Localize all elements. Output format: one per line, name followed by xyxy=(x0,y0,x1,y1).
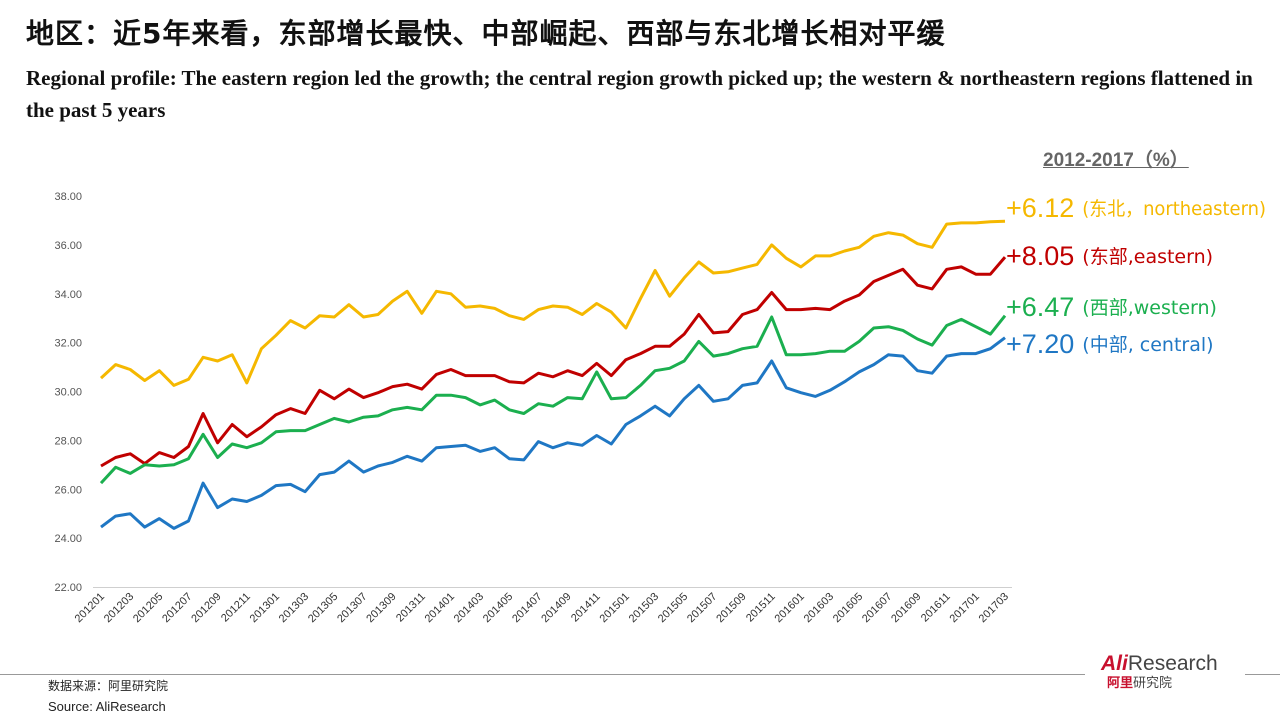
y-tick-label: 22.00 xyxy=(54,582,82,594)
series-label-western: (西部,western) xyxy=(1082,297,1217,319)
x-tick-label: 201307 xyxy=(335,591,369,625)
page-subtitle: Regional profile: The eastern region led… xyxy=(26,66,1253,122)
aliresearch-logo: AliResearch 阿里研究院 xyxy=(1101,652,1241,697)
y-tick-label: 30.00 xyxy=(54,387,82,399)
x-tick-label: 201501 xyxy=(598,591,632,625)
x-tick-label: 201203 xyxy=(102,591,136,625)
x-tick-label: 201609 xyxy=(889,591,923,625)
x-tick-label: 201207 xyxy=(160,591,194,625)
series-end-labels: +6.12 (东北，northeastern) +8.05 (东部,eastern) +… xyxy=(1006,193,1266,359)
line-chart: 22.00 24.00 26.00 28.00 30.00 32.00 34.00 36.00… xyxy=(54,191,1266,625)
series-value-western: +6.47 xyxy=(1006,292,1074,322)
x-tick-label: 201209 xyxy=(189,591,223,625)
x-tick-label: 201309 xyxy=(364,591,398,625)
x-tick-label: 201211 xyxy=(219,591,253,625)
series-line-northeastern xyxy=(99,219,1006,387)
x-tick-label: 201503 xyxy=(627,591,661,625)
logo-ali: Ali xyxy=(1101,652,1128,675)
x-axis: 2012012012032012052012072012092012112013… xyxy=(73,587,1012,625)
x-tick-label: 201409 xyxy=(539,591,573,625)
x-tick-label: 201703 xyxy=(977,591,1011,625)
series-line-eastern xyxy=(100,256,1007,468)
y-tick-label: 34.00 xyxy=(54,289,82,301)
x-tick-label: 201701 xyxy=(948,591,982,625)
x-tick-label: 201305 xyxy=(306,591,340,625)
footer-divider-right xyxy=(1245,674,1280,675)
y-tick-label: 32.00 xyxy=(54,338,82,350)
period-label: 2012-2017（%） xyxy=(1043,150,1189,171)
series-label-northeastern: (东北，northeastern) xyxy=(1082,198,1266,220)
source-en: Source: AliResearch xyxy=(48,699,166,714)
series-line-central xyxy=(100,336,1006,530)
x-tick-label: 201507 xyxy=(685,591,719,625)
logo-cn-rest: 研究院 xyxy=(1133,676,1173,691)
page-title: 地区：近5年来看，东部增长最快、中部崛起、西部与东北增长相对平缓 xyxy=(26,17,946,50)
x-tick-label: 201301 xyxy=(248,591,282,625)
x-tick-label: 201205 xyxy=(131,591,165,625)
y-tick-label: 26.00 xyxy=(54,484,82,496)
x-tick-label: 201509 xyxy=(714,591,748,625)
x-tick-label: 201601 xyxy=(773,591,807,625)
logo-cn-red: 阿里 xyxy=(1107,676,1134,691)
x-tick-label: 201607 xyxy=(860,591,894,625)
source-cn: 数据来源：阿里研究院 xyxy=(48,679,169,693)
x-tick-label: 201303 xyxy=(277,591,311,625)
series-line-western xyxy=(99,314,1007,485)
series-label-eastern: (东部,eastern) xyxy=(1082,246,1213,268)
x-tick-label: 201611 xyxy=(919,591,953,625)
series-value-northeastern: +6.12 xyxy=(1006,193,1074,223)
logo-research: Research xyxy=(1127,652,1218,675)
x-tick-label: 201405 xyxy=(481,591,515,625)
x-tick-label: 201311 xyxy=(394,591,428,625)
x-tick-label: 201201 xyxy=(73,591,107,625)
series-lines xyxy=(99,219,1007,530)
x-tick-label: 201511 xyxy=(744,591,778,625)
series-label-central: (中部, central) xyxy=(1082,334,1213,356)
y-tick-label: 36.00 xyxy=(54,240,82,252)
y-tick-label: 28.00 xyxy=(54,435,82,447)
y-axis: 22.00 24.00 26.00 28.00 30.00 32.00 34.00 36.00… xyxy=(54,191,82,594)
footer-divider xyxy=(0,674,1085,675)
y-tick-label: 24.00 xyxy=(54,533,82,545)
x-tick-label: 201411 xyxy=(569,591,603,625)
y-tick-label: 38.00 xyxy=(54,191,82,203)
x-tick-label: 201403 xyxy=(452,591,486,625)
x-tick-label: 201603 xyxy=(802,591,836,625)
x-tick-label: 201505 xyxy=(656,591,690,625)
x-tick-label: 201407 xyxy=(510,591,544,625)
series-value-central: +7.20 xyxy=(1006,329,1074,359)
x-tick-label: 201401 xyxy=(423,591,457,625)
x-tick-label: 201605 xyxy=(831,591,865,625)
series-value-eastern: +8.05 xyxy=(1006,241,1074,271)
